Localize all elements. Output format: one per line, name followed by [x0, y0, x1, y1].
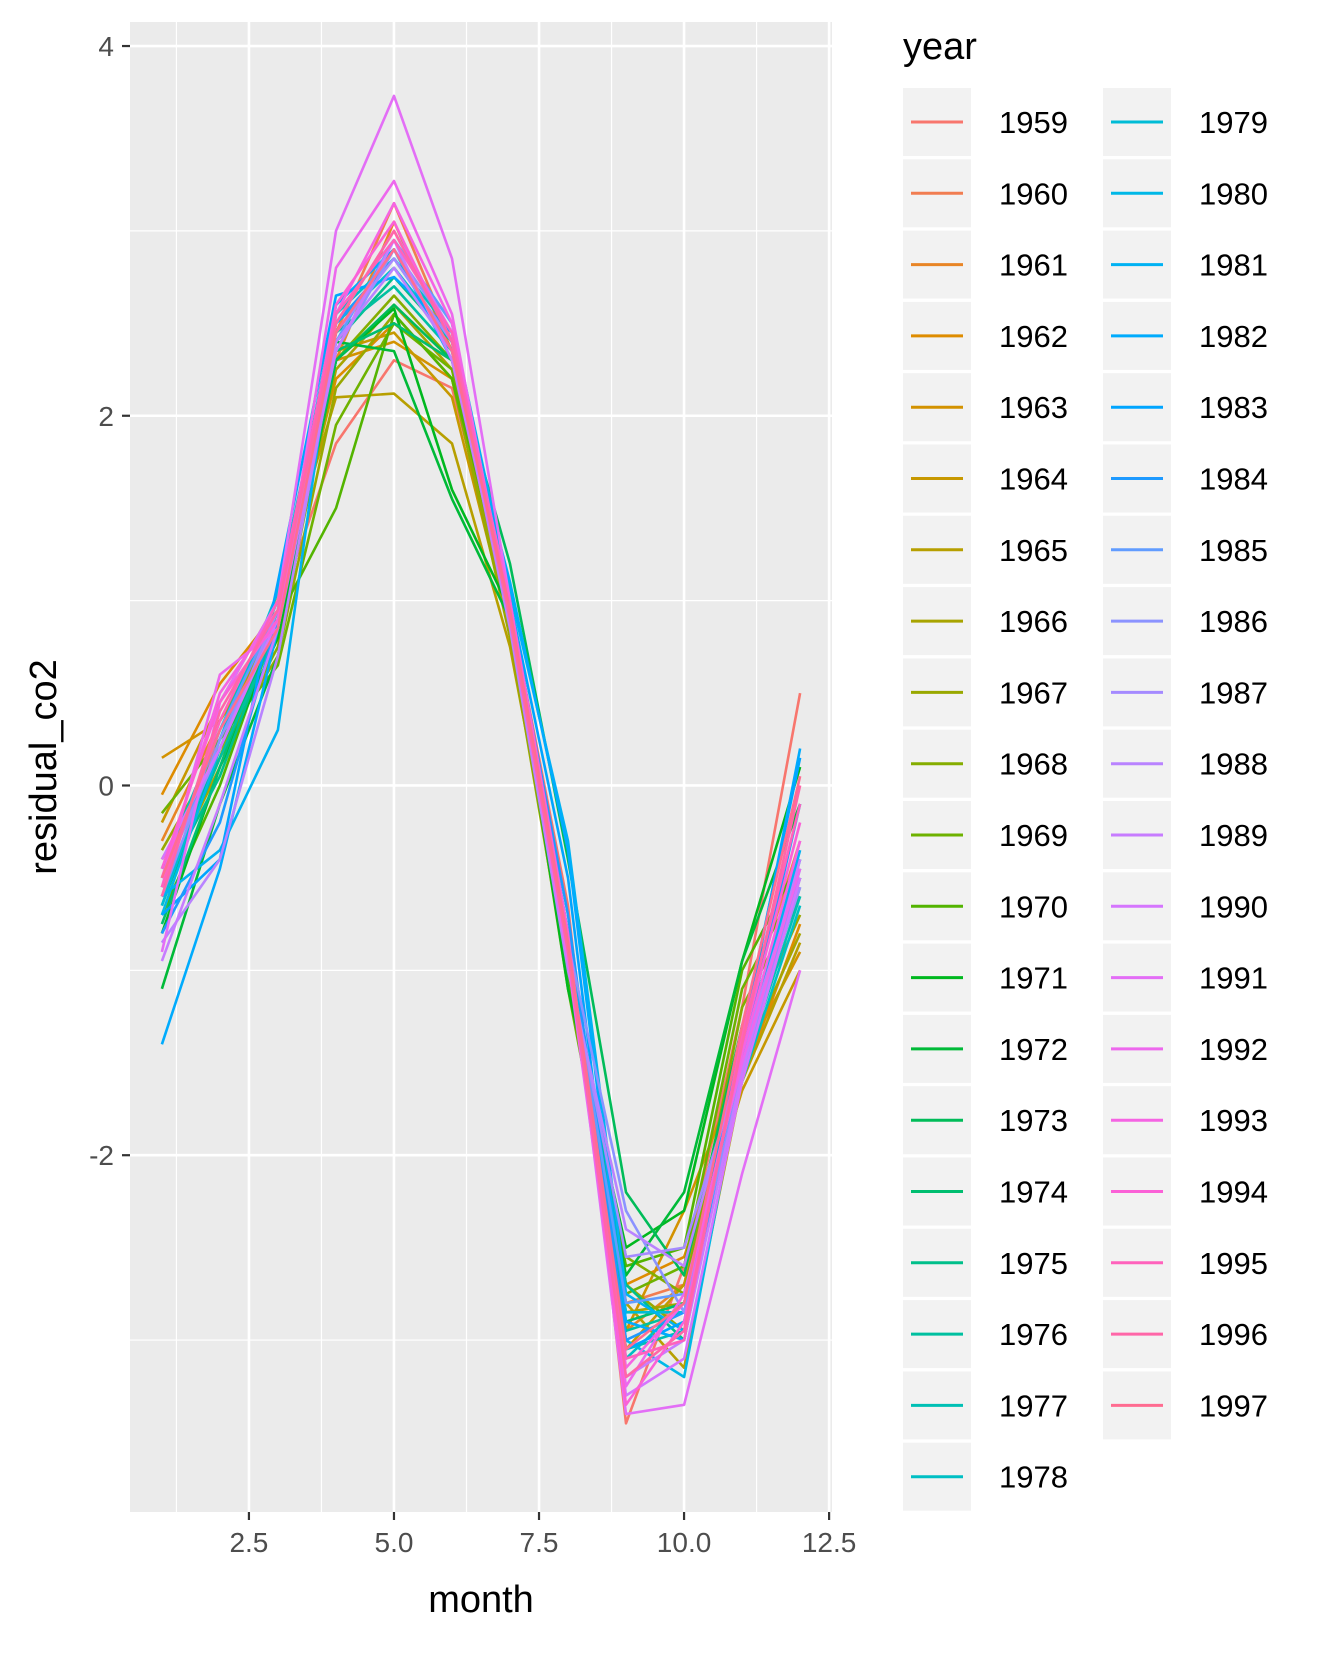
legend-label: 1993	[1199, 1103, 1268, 1138]
legend-label: 1966	[999, 604, 1068, 639]
legend-item-1974: 1974	[903, 1157, 1068, 1226]
legend-label: 1978	[999, 1460, 1068, 1495]
x-axis: 2.5 5.0 7.5 10.0 12.5	[229, 1512, 856, 1558]
legend-label: 1968	[999, 747, 1068, 782]
legend-item-1971: 1971	[903, 943, 1068, 1012]
legend-label: 1985	[1199, 533, 1268, 568]
legend-item-1993: 1993	[1103, 1086, 1268, 1155]
legend-label: 1967	[999, 675, 1068, 710]
legend-item-1984: 1984	[1103, 444, 1268, 513]
legend-label: 1992	[1199, 1032, 1268, 1067]
legend-title: year	[903, 26, 977, 68]
legend-item-1995: 1995	[1103, 1228, 1268, 1297]
legend-label: 1990	[1199, 889, 1268, 924]
legend-item-1976: 1976	[903, 1300, 1068, 1369]
legend-item-1975: 1975	[903, 1228, 1068, 1297]
series-line-1991	[160, 94, 802, 1416]
legend-label: 1982	[1199, 319, 1268, 354]
legend-item-1985: 1985	[1103, 515, 1268, 584]
legend-item-1965: 1965	[903, 515, 1068, 584]
legend-label: 1980	[1199, 176, 1268, 211]
legend-item-1964: 1964	[903, 444, 1068, 513]
legend-label: 1964	[999, 462, 1068, 497]
legend-item-1983: 1983	[1103, 373, 1268, 442]
legend-label: 1991	[1199, 961, 1268, 996]
legend-item-1969: 1969	[903, 801, 1068, 869]
y-tick-label: 0	[98, 770, 114, 801]
legend-label: 1988	[1199, 747, 1268, 782]
series-line-1997	[160, 248, 802, 1351]
legend-label: 1987	[1199, 675, 1268, 710]
legend: year 1959 1960 1961 1962 1963 1964 1965 1966 196…	[903, 26, 1268, 1511]
x-tick-label: 10.0	[657, 1527, 712, 1558]
legend-item-1980: 1980	[1103, 159, 1268, 228]
legend-label: 1983	[1199, 390, 1268, 425]
legend-items: 1959 1960 1961 1962 1963 1964 1965 1966 1967 1968…	[903, 88, 1268, 1511]
legend-label: 1976	[999, 1317, 1068, 1352]
legend-label: 1975	[999, 1246, 1068, 1281]
legend-item-1996: 1996	[1103, 1300, 1268, 1369]
legend-item-1990: 1990	[1103, 872, 1268, 941]
legend-item-1994: 1994	[1103, 1157, 1268, 1226]
legend-label: 1981	[1199, 248, 1268, 283]
legend-item-1977: 1977	[903, 1371, 1068, 1440]
series-lines	[160, 94, 802, 1425]
legend-label: 1994	[1199, 1175, 1268, 1210]
legend-label: 1995	[1199, 1246, 1268, 1281]
legend-item-1979: 1979	[1103, 88, 1268, 156]
legend-item-1962: 1962	[903, 301, 1068, 370]
legend-item-1959: 1959	[903, 88, 1068, 156]
x-tick-label: 2.5	[229, 1527, 268, 1558]
legend-label: 1970	[999, 889, 1068, 924]
series-line-1972	[160, 340, 802, 1277]
legend-label: 1984	[1199, 462, 1268, 497]
x-axis-title: month	[428, 1579, 534, 1621]
legend-label: 1972	[999, 1032, 1068, 1067]
legend-item-1963: 1963	[903, 373, 1068, 442]
legend-label: 1974	[999, 1175, 1068, 1210]
legend-item-1967: 1967	[903, 658, 1068, 727]
y-axis-title: residual_co2	[23, 659, 65, 874]
legend-item-1960: 1960	[903, 159, 1068, 228]
legend-label: 1962	[999, 319, 1068, 354]
y-tick-label: 4	[98, 31, 114, 62]
legend-item-1989: 1989	[1103, 801, 1268, 869]
legend-item-1997: 1997	[1103, 1371, 1268, 1440]
x-tick-label: 7.5	[520, 1527, 559, 1558]
legend-item-1978: 1978	[903, 1442, 1068, 1511]
legend-item-1986: 1986	[1103, 587, 1268, 656]
legend-label: 1977	[999, 1388, 1068, 1423]
legend-label: 1979	[1199, 105, 1268, 140]
legend-label: 1996	[1199, 1317, 1268, 1352]
legend-label: 1960	[999, 176, 1068, 211]
legend-item-1987: 1987	[1103, 658, 1268, 727]
legend-label: 1997	[1199, 1388, 1268, 1423]
x-tick-label: 12.5	[802, 1527, 857, 1558]
legend-item-1972: 1972	[903, 1014, 1068, 1083]
legend-label: 1965	[999, 533, 1068, 568]
legend-item-1982: 1982	[1103, 301, 1268, 370]
legend-item-1970: 1970	[903, 872, 1068, 941]
legend-label: 1961	[999, 248, 1068, 283]
legend-item-1968: 1968	[903, 729, 1068, 798]
legend-item-1992: 1992	[1103, 1014, 1268, 1083]
legend-label: 1973	[999, 1103, 1068, 1138]
legend-label: 1969	[999, 818, 1068, 853]
y-tick-label: -2	[89, 1140, 114, 1171]
y-tick-label: 2	[98, 401, 114, 432]
legend-label: 1971	[999, 961, 1068, 996]
legend-label: 1989	[1199, 818, 1268, 853]
legend-label: 1986	[1199, 604, 1268, 639]
legend-item-1988: 1988	[1103, 729, 1268, 798]
legend-item-1981: 1981	[1103, 230, 1268, 299]
legend-item-1991: 1991	[1103, 943, 1268, 1012]
legend-label: 1963	[999, 390, 1068, 425]
x-tick-label: 5.0	[375, 1527, 414, 1558]
y-axis: -2 0 2 4	[89, 31, 130, 1171]
legend-item-1961: 1961	[903, 230, 1068, 299]
legend-label: 1959	[999, 105, 1068, 140]
legend-item-1966: 1966	[903, 587, 1068, 656]
legend-item-1973: 1973	[903, 1086, 1068, 1155]
